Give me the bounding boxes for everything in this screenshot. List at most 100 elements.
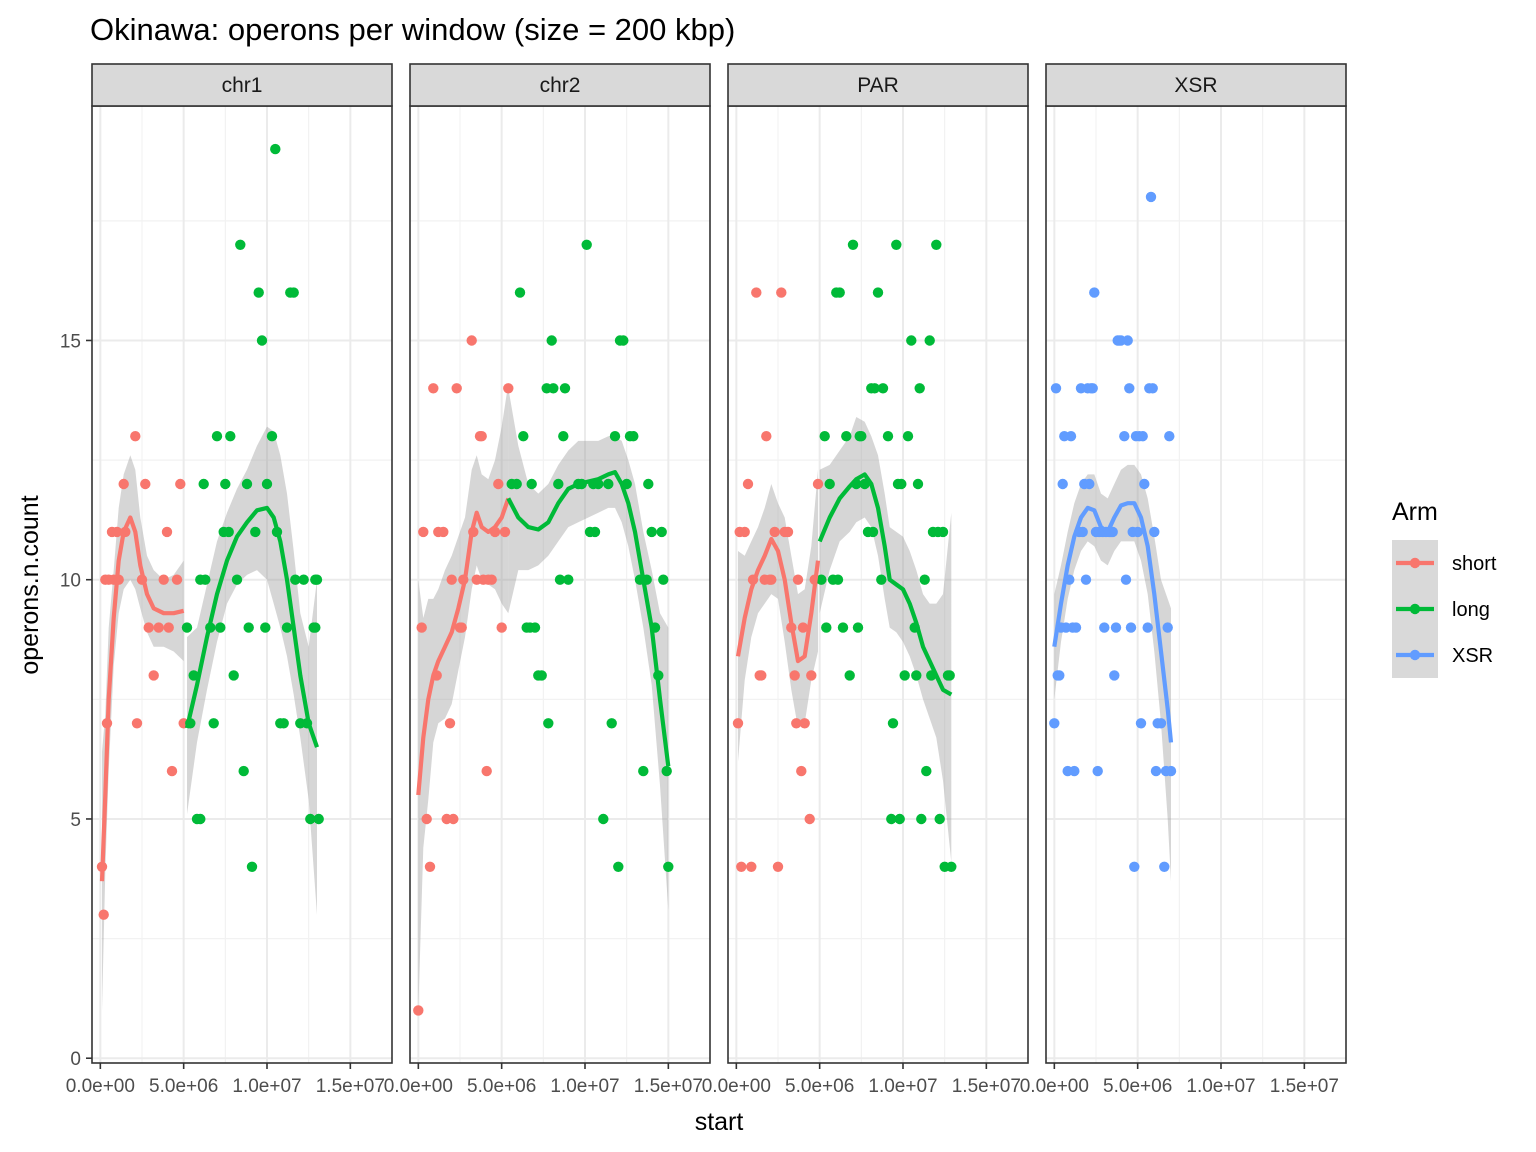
data-point: [658, 574, 669, 585]
data-point: [553, 478, 564, 490]
data-point: [486, 574, 497, 585]
data-point: [946, 861, 957, 872]
data-point: [1049, 718, 1060, 729]
data-point: [200, 574, 211, 585]
data-point: [896, 478, 907, 490]
data-point: [1124, 383, 1135, 394]
data-point: [1099, 622, 1110, 633]
data-point: [1132, 526, 1143, 538]
data-point: [761, 431, 772, 442]
data-point: [1092, 765, 1103, 777]
data-point: [131, 718, 143, 729]
data-point: [148, 670, 159, 681]
data-point: [438, 526, 449, 538]
x-tick-label: 1.0e+07: [550, 1076, 619, 1097]
gridlines: [92, 106, 392, 1063]
data-point: [140, 478, 151, 490]
legend-entry-long: long: [1392, 586, 1490, 632]
data-point: [266, 431, 278, 442]
data-point: [1150, 765, 1162, 777]
legend-label: long: [1452, 599, 1490, 621]
data-point: [732, 718, 744, 729]
data-point: [1080, 574, 1092, 585]
facet-strip: [1045, 63, 1347, 107]
data-point: [238, 765, 249, 777]
data-point: [278, 718, 289, 729]
data-point: [899, 670, 910, 681]
data-point: [643, 478, 654, 490]
data-point: [456, 622, 467, 633]
x-tick-label: 5.0e+06: [467, 1076, 536, 1097]
data-point: [428, 383, 439, 394]
data-point: [208, 718, 219, 729]
legend-keys: short long XSR: [1392, 540, 1497, 678]
confidence-ribbon-short: [102, 455, 184, 1011]
x-tick-label: 1.5e+07: [952, 1076, 1021, 1097]
data-point: [98, 909, 109, 920]
data-point: [290, 574, 301, 585]
data-point: [739, 526, 750, 538]
data-point: [792, 574, 804, 585]
facet-strip-label: chr1: [222, 74, 263, 97]
data-point: [891, 239, 902, 250]
data-point: [598, 813, 609, 825]
data-point: [1119, 431, 1130, 442]
data-point: [161, 526, 173, 538]
data-point: [1122, 335, 1133, 346]
data-point: [158, 574, 169, 585]
data-point: [1057, 478, 1068, 490]
data-point: [253, 287, 264, 298]
data-point: [228, 670, 239, 681]
data-point: [118, 478, 129, 490]
data-point: [1155, 718, 1167, 729]
data-point: [503, 383, 514, 394]
points-long: [506, 239, 674, 872]
data-point: [742, 478, 754, 490]
x-tick-label: 1.5e+07: [316, 1076, 385, 1097]
x-tick-label: 5.0e+06: [1103, 1076, 1172, 1097]
gridlines: [1046, 106, 1346, 1063]
data-point: [559, 383, 571, 394]
x-tick-label: 0.0e+00: [702, 1076, 771, 1097]
data-point: [451, 383, 462, 394]
data-point: [1137, 431, 1148, 442]
data-point: [548, 383, 559, 394]
data-point: [1109, 670, 1120, 681]
y-tick-label: 15: [60, 331, 81, 352]
points-long: [816, 239, 957, 872]
x-tick-label: 5.0e+06: [149, 1076, 218, 1097]
data-point: [446, 574, 457, 585]
x-tick-label: 1.0e+07: [1186, 1076, 1255, 1097]
confidence-ribbon-xsr: [1054, 464, 1171, 882]
data-point: [1142, 622, 1153, 633]
data-point: [603, 478, 614, 490]
data-point: [804, 813, 815, 825]
data-point: [526, 478, 537, 490]
data-point: [181, 622, 193, 633]
data-point: [806, 670, 817, 681]
data-point: [886, 813, 897, 825]
facet-strip-label: XSR: [1174, 74, 1217, 97]
data-point: [656, 526, 667, 538]
data-point: [1149, 526, 1160, 538]
data-point: [1135, 718, 1147, 729]
data-point: [270, 143, 281, 155]
legend-key-point: [1409, 649, 1421, 661]
smooth-line-long: [817, 472, 953, 697]
data-point: [1147, 383, 1158, 394]
data-point: [558, 431, 569, 442]
data-point: [618, 335, 629, 346]
data-point: [231, 574, 243, 585]
data-point: [789, 670, 800, 681]
data-point: [887, 718, 899, 729]
data-point: [243, 622, 254, 633]
data-point: [1077, 526, 1088, 538]
data-point: [911, 670, 922, 681]
y-tick-label: 10: [60, 571, 81, 592]
data-point: [1069, 765, 1080, 777]
data-point: [188, 670, 199, 681]
data-point: [1120, 574, 1132, 585]
data-point: [111, 526, 123, 538]
